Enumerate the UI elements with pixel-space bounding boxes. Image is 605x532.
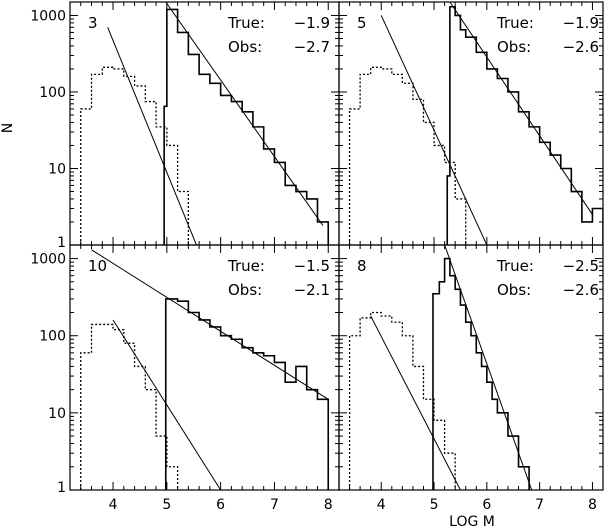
x-tick-label: 5 <box>162 497 171 513</box>
obs-fit-line <box>112 319 222 490</box>
obs-fit-line <box>107 27 197 245</box>
x-tick-label: 4 <box>109 497 118 513</box>
x-tick-label: 5 <box>430 497 439 513</box>
dotted-histogram <box>348 311 456 490</box>
obs-label: Obs: <box>228 281 262 299</box>
x-tick-label: 4 <box>377 497 386 513</box>
x-tick-label: 6 <box>216 497 225 513</box>
dotted-histogram <box>348 66 467 245</box>
panel-8: 4 5 6 7 8 8 True: −2.5 Obs: −2.6 <box>338 244 604 513</box>
y-tick-label: 1 <box>57 480 66 496</box>
obs-value: −2.6 <box>563 281 599 299</box>
panel-frame <box>338 244 604 491</box>
panel-id-label: 8 <box>357 257 367 275</box>
true-value: −1.9 <box>294 14 330 32</box>
x-tick-label: 7 <box>270 497 279 513</box>
x-axis-label: LOG M <box>449 514 495 530</box>
true-label: True: <box>227 257 265 275</box>
y-tick-label: 10 <box>48 161 66 177</box>
observed-histogram <box>163 8 330 245</box>
observed-histogram <box>446 5 603 245</box>
true-label: True: <box>227 14 265 32</box>
panel-id-label: 5 <box>357 14 367 32</box>
y-tick-label: 100 <box>39 85 66 101</box>
true-value: −1.5 <box>294 257 330 275</box>
true-fit-line <box>444 245 533 490</box>
obs-value: −2.7 <box>294 38 330 56</box>
y-tick-label: 100 <box>39 329 66 345</box>
true-value: −2.5 <box>563 257 599 275</box>
x-tick-label: 8 <box>588 497 597 513</box>
panel-id-label: 3 <box>88 14 98 32</box>
x-tick-label: 8 <box>324 497 333 513</box>
y-tick-label: 1000 <box>30 252 66 268</box>
true-fit-line <box>91 249 329 400</box>
obs-value: −2.1 <box>294 281 330 299</box>
x-tick-label: 7 <box>535 497 544 513</box>
obs-label: Obs: <box>497 281 531 299</box>
observed-histogram <box>164 298 330 490</box>
y-tick-label: 1 <box>57 235 66 251</box>
obs-label: Obs: <box>228 38 262 56</box>
dotted-histogram <box>80 66 190 245</box>
x-tick-label: 6 <box>482 497 491 513</box>
true-fit-line <box>165 2 324 226</box>
obs-fit-line <box>370 315 461 490</box>
true-value: −1.9 <box>563 14 599 32</box>
true-fit-line <box>449 2 593 215</box>
y-tick-label: 10 <box>48 406 66 422</box>
panel-id-label: 10 <box>88 257 107 275</box>
panel-5: 5 True: −1.9 Obs: −2.6 <box>338 1 604 246</box>
panel-3: 1 10 100 1000 3 True: −1.9 Obs: −2.7 <box>30 1 340 251</box>
panels: 1 10 100 1000 3 True: −1.9 Obs: −2.7 5 True: −1.9 Ob… <box>30 1 604 513</box>
obs-fit-line <box>380 15 488 245</box>
panel-10: 1 10 100 1000 4 5 6 7 8 10 True: −1.5 Obs: −2.1 <box>30 244 340 513</box>
obs-value: −2.6 <box>563 38 599 56</box>
true-label: True: <box>496 257 534 275</box>
obs-label: Obs: <box>497 38 531 56</box>
y-axis-label: N <box>0 123 16 133</box>
true-label: True: <box>496 14 534 32</box>
y-tick-label: 1000 <box>30 8 66 24</box>
